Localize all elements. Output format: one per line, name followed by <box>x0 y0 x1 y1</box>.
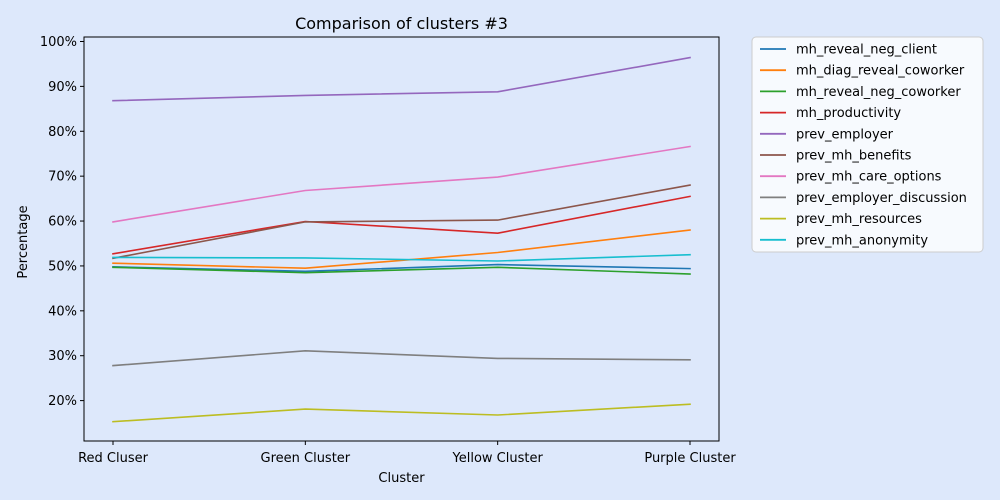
series-line-mh-diag-reveal-coworker <box>112 229 691 270</box>
y-axis-label: Percentage <box>16 205 31 278</box>
legend-label: mh_reveal_neg_client <box>796 43 937 58</box>
y-tick-label: 60% <box>48 215 77 230</box>
x-tick-label: Purple Cluster <box>644 451 736 466</box>
legend-label: prev_employer <box>796 127 894 142</box>
legend-label: mh_productivity <box>796 106 901 121</box>
y-tick-label: 20% <box>48 394 77 409</box>
x-tick-label: Green Cluster <box>261 451 351 466</box>
legend-label: mh_diag_reveal_coworker <box>796 64 965 79</box>
legend-label: mh_reveal_neg_coworker <box>796 85 961 100</box>
series-line-prev-mh-care-options <box>112 145 691 223</box>
legend: mh_reveal_neg_client mh_diag_reveal_cowor… <box>751 36 984 253</box>
series-line-mh-reveal-neg-client <box>112 263 691 273</box>
series-line-prev-employer-discussion <box>112 349 691 367</box>
legend-label: prev_mh_benefits <box>796 149 912 164</box>
series-line-prev-mh-benefits <box>112 184 691 260</box>
series-line-mh-productivity <box>112 195 691 255</box>
x-axis-label: Cluster <box>378 471 425 486</box>
legend-box <box>751 36 984 253</box>
series-line-prev-employer <box>112 56 691 102</box>
y-axis: 20% 30% 40% 50% 60% 70% 80% 90% 100% <box>40 35 84 409</box>
series-line-prev-mh-anonymity <box>112 253 691 262</box>
y-tick-label: 90% <box>48 80 77 95</box>
x-tick-label: Yellow Cluster <box>452 451 544 466</box>
legend-label: prev_mh_anonymity <box>796 233 928 248</box>
legend-label: prev_mh_care_options <box>796 170 942 185</box>
series-lines <box>112 56 691 423</box>
series-line-prev-mh-resources <box>112 403 691 423</box>
y-tick-label: 30% <box>48 349 77 364</box>
y-tick-label: 80% <box>48 125 77 140</box>
x-axis: Red Cluser Green Cluster Yellow Cluster Pur… <box>78 441 736 466</box>
series-line-mh-reveal-neg-coworker <box>112 266 691 275</box>
y-tick-label: 100% <box>40 35 77 50</box>
legend-label: prev_mh_resources <box>796 212 922 227</box>
y-tick-label: 40% <box>48 304 77 319</box>
chart-title: Comparison of clusters #3 <box>295 14 508 33</box>
legend-label: prev_employer_discussion <box>796 191 967 206</box>
plot-area <box>83 36 720 442</box>
y-tick-label: 50% <box>48 259 77 274</box>
x-tick-label: Red Cluser <box>78 451 149 466</box>
y-tick-label: 70% <box>48 170 77 185</box>
